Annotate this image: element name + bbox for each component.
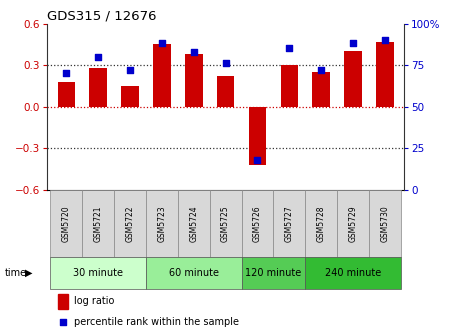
Text: 240 minute: 240 minute	[325, 268, 381, 278]
Bar	[313, 72, 330, 107]
Point	[349, 41, 357, 46]
Text: log ratio: log ratio	[74, 296, 114, 306]
Text: GDS315 / 12676: GDS315 / 12676	[47, 9, 157, 23]
Text: 60 minute: 60 minute	[169, 268, 219, 278]
Text: GSM5726: GSM5726	[253, 205, 262, 242]
Point	[222, 61, 229, 66]
Text: GSM5720: GSM5720	[62, 205, 71, 242]
Bar	[242, 257, 305, 289]
Point	[190, 49, 198, 54]
Bar	[337, 190, 369, 257]
Text: time: time	[4, 268, 26, 278]
Text: GSM5723: GSM5723	[158, 205, 167, 242]
Bar	[281, 65, 298, 107]
Text: GSM5729: GSM5729	[348, 205, 357, 242]
Bar	[305, 190, 337, 257]
Point	[381, 38, 388, 43]
Text: GSM5730: GSM5730	[380, 205, 389, 242]
Bar	[344, 51, 362, 107]
Text: GSM5727: GSM5727	[285, 205, 294, 242]
Text: 30 minute: 30 minute	[73, 268, 123, 278]
Bar	[57, 82, 75, 107]
Bar	[50, 190, 82, 257]
Point	[59, 319, 66, 325]
Point	[95, 54, 102, 59]
Text: GSM5721: GSM5721	[94, 205, 103, 242]
Bar	[249, 107, 266, 165]
Bar	[114, 190, 146, 257]
Bar	[305, 257, 401, 289]
Bar	[58, 294, 68, 308]
Bar	[146, 257, 242, 289]
Point	[254, 157, 261, 163]
Bar	[242, 190, 273, 257]
Bar	[369, 190, 401, 257]
Bar	[185, 54, 202, 107]
Point	[286, 46, 293, 51]
Text: percentile rank within the sample: percentile rank within the sample	[74, 317, 239, 327]
Bar	[82, 190, 114, 257]
Bar	[178, 190, 210, 257]
Bar	[89, 68, 107, 107]
Bar	[121, 86, 139, 107]
Text: 120 minute: 120 minute	[245, 268, 302, 278]
Point	[158, 41, 166, 46]
Text: GSM5722: GSM5722	[126, 205, 135, 242]
Bar	[153, 44, 171, 107]
Bar	[146, 190, 178, 257]
Bar	[376, 42, 394, 107]
Point	[317, 68, 325, 73]
Point	[127, 68, 134, 73]
Point	[63, 71, 70, 76]
Bar	[217, 76, 234, 107]
Text: GSM5724: GSM5724	[189, 205, 198, 242]
Text: ▶: ▶	[26, 268, 33, 278]
Bar	[50, 257, 146, 289]
Text: GSM5725: GSM5725	[221, 205, 230, 242]
Bar	[273, 190, 305, 257]
Text: GSM5728: GSM5728	[317, 205, 326, 242]
Bar	[210, 190, 242, 257]
